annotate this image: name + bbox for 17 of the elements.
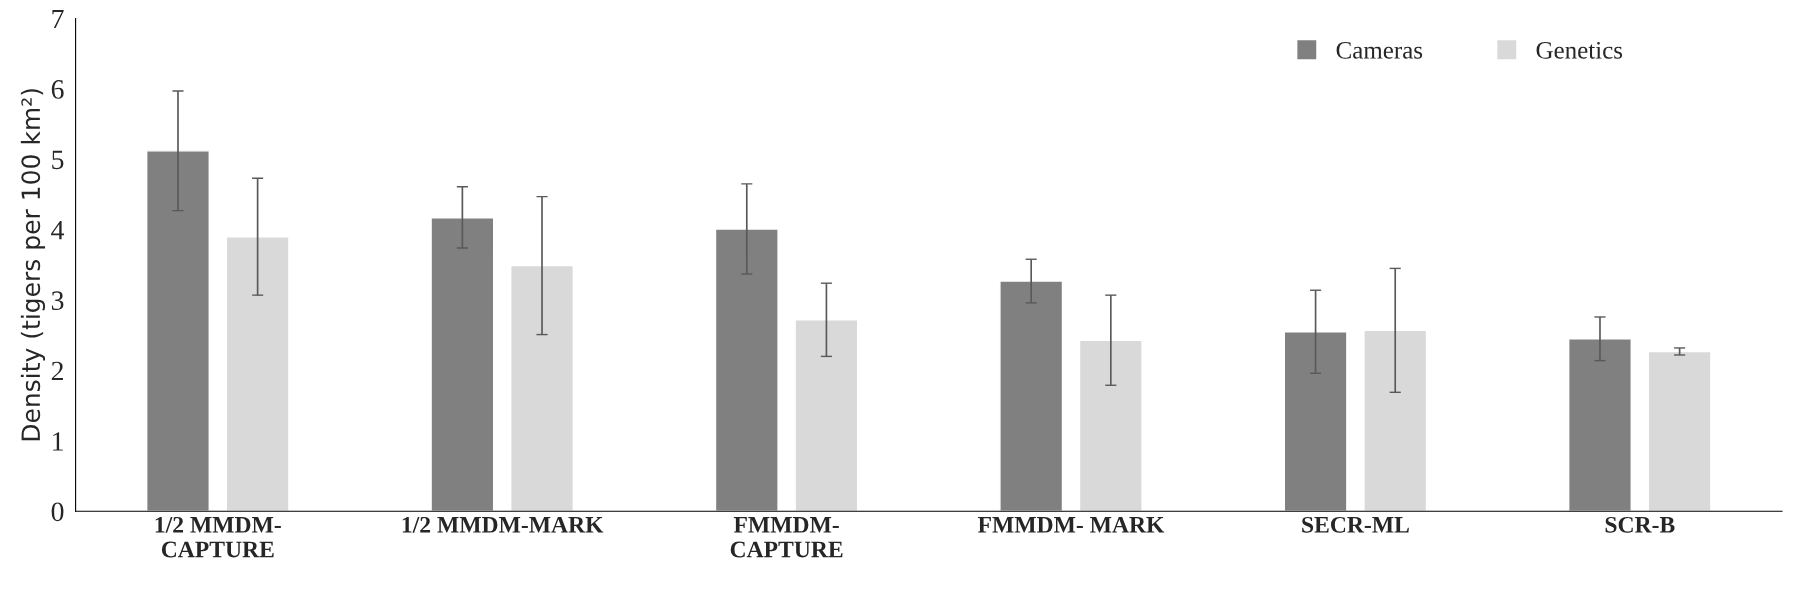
y-tick-label: 1	[53, 432, 63, 451]
y-tick-label: 7	[52, 9, 64, 29]
x-tick-label: FMMDM- MARK	[977, 516, 1165, 533]
y-tick-label: 6	[51, 80, 64, 99]
x-tick-label: SECR-ML	[1302, 516, 1409, 533]
x-tick-label: 1/2 MMDM-MARK	[402, 516, 604, 533]
y-tick-label: 3	[51, 291, 64, 310]
legend-label: Genetics	[1536, 41, 1623, 59]
y-tick-label: 5	[52, 150, 64, 170]
x-tick-label: 1/2 MMDM- CAPTURE	[155, 516, 281, 558]
x-tick-label: FMMDM- CAPTURE	[730, 517, 843, 558]
x-tick-label: SCR-B	[1605, 516, 1675, 533]
legend-label: Cameras	[1336, 41, 1423, 59]
y-tick-label: 4	[51, 221, 65, 240]
y-tick-label: 2	[51, 361, 63, 381]
y-axis-title: Density (tigers per 100 km²)	[20, 89, 46, 441]
y-tick-label: 0	[51, 502, 64, 522]
